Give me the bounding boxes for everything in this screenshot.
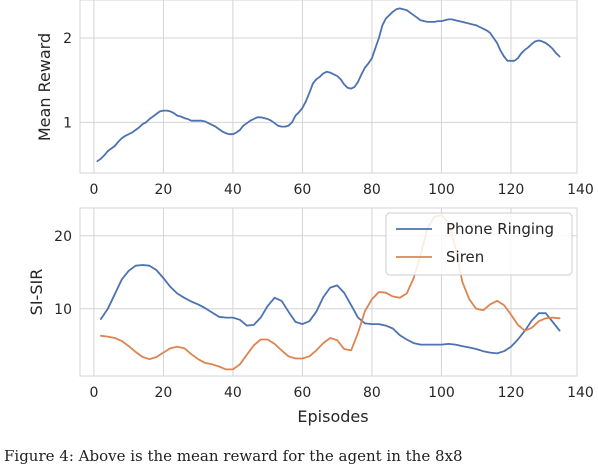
series-line-siren [100, 214, 561, 371]
episodes-x-axis-label: Episodes [297, 407, 368, 426]
si-sir-x-tick-label: 0 [89, 385, 98, 401]
reward-y-tick-label: 1 [63, 115, 72, 131]
reward-x-ticks: 0 20 40 60 80 100 120 140 [89, 182, 593, 198]
reward-x-tick-label: 120 [498, 182, 525, 198]
si-sir-y-ticks: 10 20 [54, 229, 72, 318]
reward-y-ticks: 12 [63, 31, 72, 131]
reward-y-tick-label: 2 [63, 31, 72, 47]
reward-x-tick-label: 100 [428, 182, 455, 198]
si-sir-x-tick-label: 20 [154, 385, 172, 401]
si-sir-x-tick-label: 80 [363, 385, 381, 401]
si-sir-x-tick-label: 140 [567, 385, 594, 401]
reward-y-axis-label: Mean Reward [35, 33, 54, 141]
legend-box [385, 212, 573, 276]
si-sir-y-axis-label: SI-SIR [27, 269, 46, 316]
reward-series-group [96, 7, 561, 163]
series-line-mean-reward [96, 7, 561, 163]
reward-x-tick-label: 80 [363, 182, 381, 198]
reward-x-tick-label: 40 [224, 182, 242, 198]
si-sir-x-tick-label: 40 [224, 385, 242, 401]
reward-chart: 0 20 40 60 80 100 120 140 12 Mean Reward [35, 0, 594, 198]
si-sir-y-tick-label: 10 [54, 302, 72, 318]
legend: Phone Ringing Siren [385, 212, 573, 276]
si-sir-series-group [100, 214, 561, 371]
reward-x-tick-label: 140 [567, 182, 594, 198]
si-sir-x-tick-label: 120 [498, 385, 525, 401]
si-sir-x-tick-label: 100 [428, 385, 455, 401]
reward-x-tick-label: 60 [294, 182, 312, 198]
si-sir-y-tick-label: 20 [54, 229, 72, 245]
si-sir-x-ticks: 0 20 40 60 80 100 120 140 [89, 385, 593, 401]
reward-x-tick-label: 20 [154, 182, 172, 198]
figure-caption: Figure 4: Above is the mean reward for t… [4, 447, 463, 465]
series-line-phone-ringing [100, 264, 561, 355]
legend-label-phone-ringing: Phone Ringing [446, 220, 554, 238]
reward-plot-area [79, 0, 578, 174]
legend-label-siren: Siren [446, 248, 484, 266]
si-sir-x-tick-label: 60 [294, 385, 312, 401]
reward-x-tick-label: 0 [89, 182, 98, 198]
